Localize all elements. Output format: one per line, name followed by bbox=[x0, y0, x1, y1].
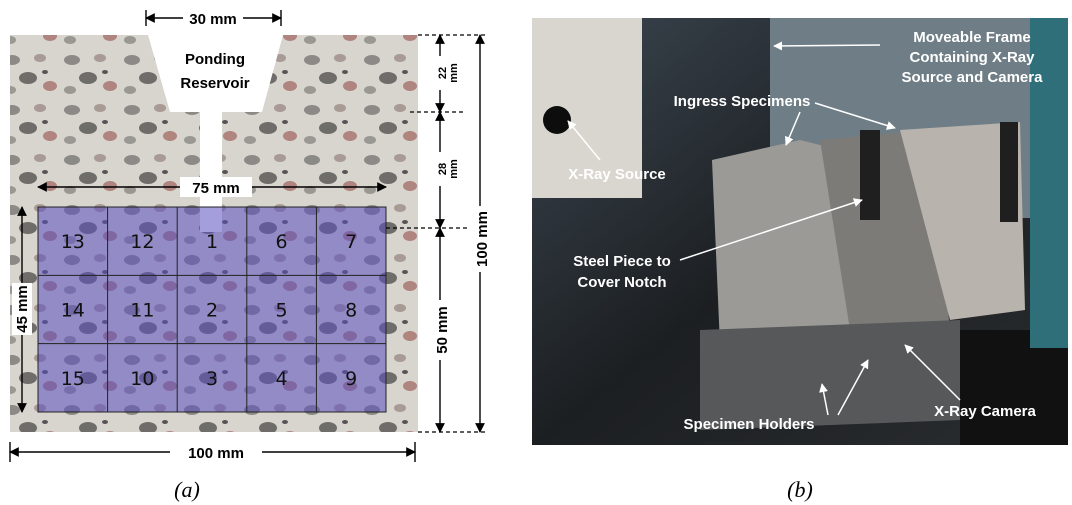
dim-label: 50 mm bbox=[434, 306, 451, 354]
annotation: X-Ray Camera bbox=[934, 403, 1036, 420]
annotation: Cover Notch bbox=[577, 274, 666, 291]
dim-label: 75 mm bbox=[192, 180, 240, 197]
cell-number: 3 bbox=[206, 368, 218, 390]
annotation: Specimen Holders bbox=[684, 416, 815, 433]
panel-b: Moveable Frame Containing X-Ray Source a… bbox=[532, 18, 1068, 502]
cell-number: 10 bbox=[130, 368, 154, 390]
cell-number: 12 bbox=[130, 231, 154, 253]
dim-label: 45 mm bbox=[14, 285, 31, 333]
dim-label: 100 mm bbox=[474, 211, 491, 267]
dim-label: 30 mm bbox=[189, 11, 237, 28]
annotation: X-Ray Source bbox=[568, 166, 666, 183]
annotation: Containing X-Ray bbox=[909, 49, 1035, 66]
caption: (b) bbox=[787, 477, 813, 502]
figure: 131216714112581510349 Ponding Reservoir … bbox=[0, 0, 1072, 505]
dim-label: mm bbox=[448, 63, 460, 83]
cell-number: 5 bbox=[276, 300, 288, 322]
cell-number: 13 bbox=[61, 231, 85, 253]
annotation: Ingress Specimens bbox=[674, 93, 811, 110]
cell-number: 6 bbox=[276, 231, 288, 253]
cell-number: 4 bbox=[276, 368, 288, 390]
cell-number: 11 bbox=[130, 300, 154, 322]
cell-number: 8 bbox=[345, 300, 357, 322]
reservoir-label: Ponding bbox=[185, 51, 245, 68]
annotation: Steel Piece to bbox=[573, 253, 671, 270]
cell-number: 1 bbox=[206, 231, 218, 253]
dim-label: 100 mm bbox=[188, 445, 244, 462]
cell-number: 2 bbox=[206, 300, 218, 322]
cell-number: 15 bbox=[61, 368, 85, 390]
reservoir-label: Reservoir bbox=[180, 75, 249, 92]
cell-number: 7 bbox=[345, 231, 357, 253]
caption: (a) bbox=[174, 477, 200, 502]
cell-number: 14 bbox=[61, 300, 85, 322]
cell-number: 9 bbox=[345, 368, 357, 390]
dim-label: mm bbox=[448, 159, 460, 179]
annotation: Moveable Frame bbox=[913, 29, 1031, 46]
annotation: Source and Camera bbox=[902, 69, 1044, 86]
